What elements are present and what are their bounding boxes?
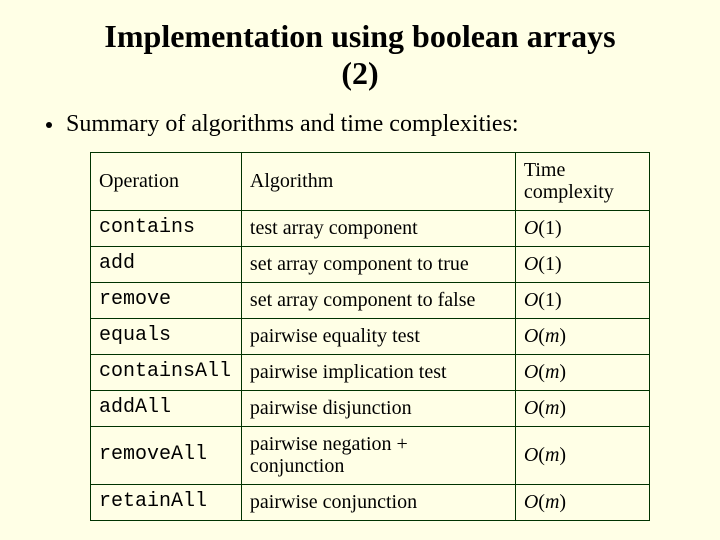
cell-operation: equals (91, 319, 242, 355)
table-row: containsAll pairwise implication test O(… (91, 355, 650, 391)
table-row: add set array component to true O(1) (91, 247, 650, 283)
big-o-letter: O (524, 361, 538, 383)
bullet-dot-icon (46, 122, 52, 128)
table-row: retainAll pairwise conjunction O(m) (91, 485, 650, 521)
table-row: addAll pairwise disjunction O(m) (91, 391, 650, 427)
big-o-var: m (545, 361, 559, 383)
title-line-1: Implementation using boolean arrays (104, 18, 615, 54)
big-o-var: m (545, 444, 559, 466)
cell-algorithm: pairwise implication test (241, 355, 515, 391)
cell-operation: add (91, 247, 242, 283)
complexity-table: Operation Algorithm Time complexity cont… (90, 152, 650, 521)
cell-algorithm: pairwise negation + conjunction (241, 427, 515, 485)
cell-algorithm: set array component to true (241, 247, 515, 283)
cell-time: O(m) (515, 485, 649, 521)
cell-time: O(m) (515, 355, 649, 391)
big-o-var: m (545, 491, 559, 513)
cell-algorithm: pairwise equality test (241, 319, 515, 355)
cell-algorithm: pairwise conjunction (241, 485, 515, 521)
cell-time: O(1) (515, 283, 649, 319)
cell-operation: containsAll (91, 355, 242, 391)
big-o-letter: O (524, 325, 538, 347)
big-o-var: 1 (545, 289, 555, 311)
slide-title: Implementation using boolean arrays (2) (40, 18, 680, 92)
cell-algorithm: test array component (241, 211, 515, 247)
big-o-letter: O (524, 217, 538, 239)
title-line-2: (2) (341, 55, 378, 91)
cell-time: O(m) (515, 391, 649, 427)
big-o-var: m (545, 325, 559, 347)
cell-algorithm: pairwise disjunction (241, 391, 515, 427)
cell-algorithm: set array component to false (241, 283, 515, 319)
cell-time: O(m) (515, 427, 649, 485)
cell-time: O(1) (515, 247, 649, 283)
header-time: Time complexity (515, 153, 649, 211)
big-o-letter: O (524, 444, 538, 466)
cell-operation: contains (91, 211, 242, 247)
big-o-letter: O (524, 253, 538, 275)
header-algorithm: Algorithm (241, 153, 515, 211)
table-row: remove set array component to false O(1) (91, 283, 650, 319)
big-o-letter: O (524, 491, 538, 513)
table-row: contains test array component O(1) (91, 211, 650, 247)
bullet-text: Summary of algorithms and time complexit… (66, 110, 519, 139)
table-body: Operation Algorithm Time complexity cont… (91, 153, 650, 521)
big-o-letter: O (524, 397, 538, 419)
cell-operation: remove (91, 283, 242, 319)
big-o-var: 1 (545, 217, 555, 239)
big-o-var: m (545, 397, 559, 419)
big-o-letter: O (524, 289, 538, 311)
table-container: Operation Algorithm Time complexity cont… (90, 152, 650, 521)
cell-time: O(1) (515, 211, 649, 247)
cell-operation: removeAll (91, 427, 242, 485)
cell-time: O(m) (515, 319, 649, 355)
big-o-var: 1 (545, 253, 555, 275)
cell-operation: addAll (91, 391, 242, 427)
table-row: equals pairwise equality test O(m) (91, 319, 650, 355)
bullet-item: Summary of algorithms and time complexit… (46, 110, 680, 139)
cell-operation: retainAll (91, 485, 242, 521)
table-row: removeAll pairwise negation + conjunctio… (91, 427, 650, 485)
header-operation: Operation (91, 153, 242, 211)
table-header-row: Operation Algorithm Time complexity (91, 153, 650, 211)
slide: Implementation using boolean arrays (2) … (0, 0, 720, 540)
